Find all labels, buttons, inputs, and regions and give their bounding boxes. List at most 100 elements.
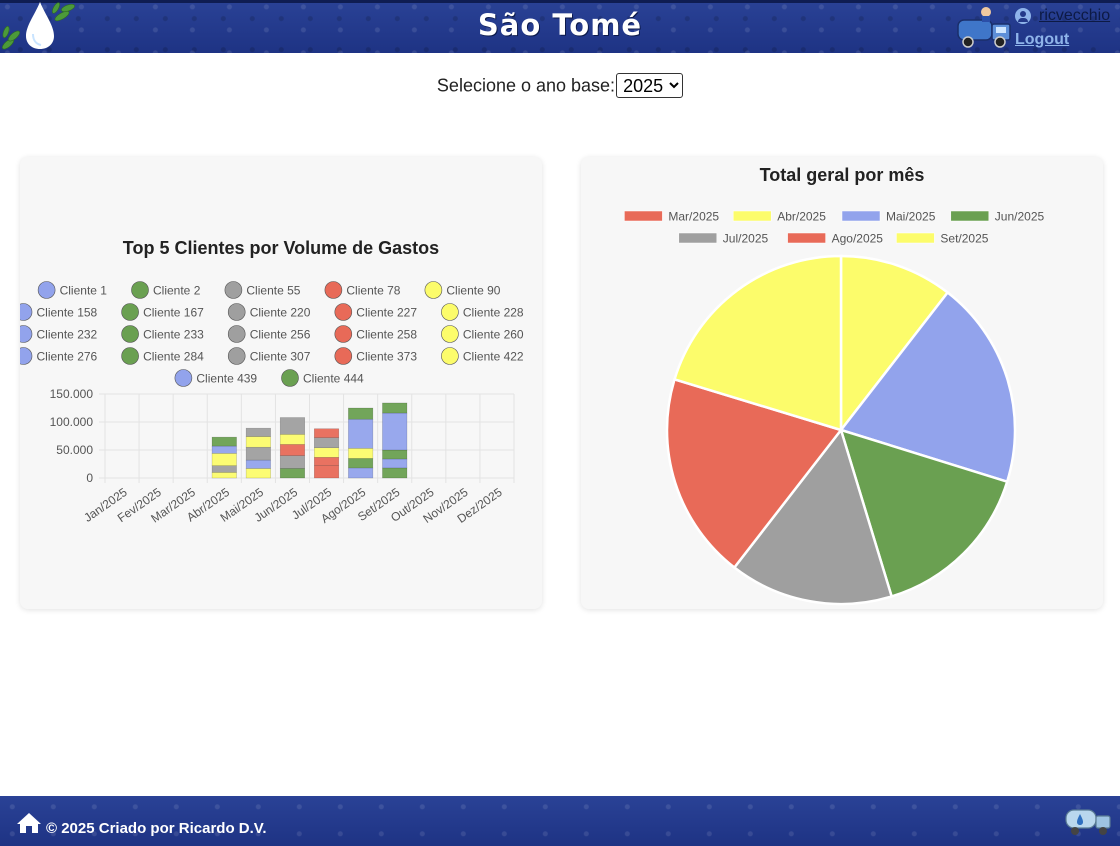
legend-swatch [14, 325, 33, 343]
legend-swatch [121, 303, 139, 321]
user-circle-icon [1015, 8, 1031, 24]
pie-slice [672, 254, 843, 432]
legend-swatch [227, 347, 246, 365]
bar-segment [382, 458, 408, 469]
legend-swatch [678, 232, 718, 244]
legend-label: Mai/2025 [886, 210, 936, 224]
legend-swatch [950, 210, 990, 222]
legend-label: Cliente 233 [143, 328, 204, 342]
legend-label: Set/2025 [940, 232, 988, 246]
bar-segment [348, 458, 374, 469]
pie-slice [838, 290, 1017, 484]
pie-slice [665, 377, 844, 570]
legend-label: Cliente 439 [196, 372, 257, 386]
bar-segment [211, 465, 237, 473]
legend-label: Mar/2025 [668, 210, 719, 224]
legend-label: Cliente 78 [346, 284, 400, 298]
legend-label: Cliente 227 [356, 306, 417, 320]
legend-label: Abr/2025 [777, 210, 826, 224]
legend-swatch [841, 210, 881, 222]
legend-swatch [787, 232, 826, 244]
legend-swatch [441, 347, 459, 365]
legend-swatch [624, 210, 663, 222]
legend-swatch [334, 303, 353, 321]
bar-segment [348, 418, 374, 449]
legend-swatch [334, 325, 353, 343]
year-select[interactable]: 2025 [616, 73, 684, 98]
bar-segment [382, 412, 408, 451]
bar-segment [382, 449, 408, 460]
top-clients-bar-chart: Top 5 Clientes por Volume de Gastos Clien… [14, 238, 524, 526]
bar-segment [279, 434, 305, 445]
legend-label: Cliente 307 [250, 350, 311, 364]
bar-segment [245, 459, 271, 469]
legend-label: Cliente 167 [143, 306, 204, 320]
legend-swatch [37, 281, 56, 299]
home-icon[interactable] [16, 812, 42, 834]
legend-swatch [121, 325, 139, 343]
tank-truck-icon [1065, 809, 1111, 835]
year-label: Selecione o ano base: [436, 75, 616, 96]
logout-link[interactable]: Logout [1015, 31, 1070, 48]
legend-label: Cliente 373 [356, 350, 417, 364]
legend-swatch [732, 210, 772, 222]
bar-segment [348, 467, 374, 479]
legend-swatch [281, 369, 299, 387]
legend-label: Cliente 158 [37, 306, 98, 320]
legend-swatch [14, 347, 33, 365]
legend-label: Cliente 90 [446, 284, 500, 298]
username-link[interactable]: ricvecchio [1039, 7, 1111, 24]
bar-segment [314, 428, 340, 438]
navbar-edge [0, 0, 1120, 3]
bar-segment [382, 402, 408, 414]
bar-segment [211, 453, 237, 466]
legend-swatch [14, 303, 33, 321]
water-drop-laurel-icon[interactable] [0, 0, 80, 53]
year-filter: Selecione o ano base: 2025 [0, 73, 1120, 98]
legend-swatch [131, 281, 149, 299]
legend-label: Jul/2025 [723, 232, 769, 246]
bar-segment [279, 417, 305, 435]
footer-copyright: © 2025 Criado por Ricardo D.V. [46, 820, 267, 837]
top-navbar: São Tomé ricvecchio Logout [0, 0, 1120, 53]
pie-chart-title: Total geral por mês [760, 165, 925, 185]
legend-label: Cliente 256 [250, 328, 311, 342]
brand-title[interactable]: São Tomé [477, 8, 643, 42]
legend-label: Cliente 1 [60, 284, 108, 298]
legend-swatch [441, 303, 459, 321]
bar-segment [314, 437, 340, 449]
bar-segment [314, 465, 340, 479]
legend-label: Cliente 422 [463, 350, 524, 364]
legend-label: Cliente 232 [37, 328, 98, 342]
legend-swatch [227, 303, 246, 321]
legend-label: Cliente 276 [37, 350, 98, 364]
legend-label: Cliente 228 [463, 306, 524, 320]
legend-label: Cliente 260 [463, 328, 524, 342]
y-tick-label: 150.000 [50, 387, 94, 401]
bar-segment [279, 444, 305, 456]
legend-swatch [121, 347, 139, 365]
y-tick-label: 50.000 [56, 443, 93, 457]
bar-segment [314, 447, 340, 458]
monthly-total-card: Total geral por mês Mar/2025 Abr/2025 Mai/2… [581, 157, 1103, 609]
legend-swatch [334, 347, 353, 365]
legend-label: Cliente 258 [356, 328, 417, 342]
bar-segment [382, 467, 408, 479]
legend-label: Cliente 444 [303, 372, 364, 386]
monthly-total-pie-chart: Total geral por mês Mar/2025 Abr/2025 Mai/2… [624, 165, 1045, 606]
pie-slice [839, 254, 950, 434]
y-tick-label: 0 [86, 471, 93, 485]
legend-label: Cliente 284 [143, 350, 204, 364]
bar-chart-title: Top 5 Clientes por Volume de Gastos [123, 238, 439, 258]
legend-swatch [424, 281, 443, 299]
bar-segment [348, 407, 374, 420]
bar-segment [245, 427, 271, 437]
bar-segment [314, 457, 340, 466]
legend-label: Cliente 220 [250, 306, 311, 320]
footer: © 2025 Criado por Ricardo D.V. [0, 796, 1120, 846]
pie-slice [839, 428, 1009, 599]
bar-segment [348, 448, 374, 459]
bar-segment [245, 436, 271, 448]
y-tick-label: 100.000 [50, 415, 94, 429]
bar-segment [211, 445, 237, 454]
